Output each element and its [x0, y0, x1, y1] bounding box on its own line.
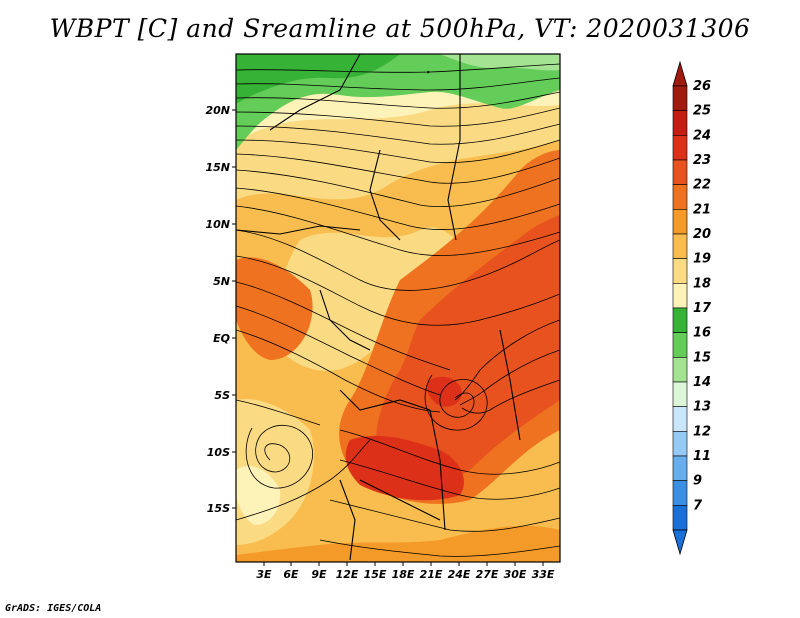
- lat-label-10n: 10N: [205, 218, 230, 231]
- country-borders: [236, 54, 521, 561]
- colorbar-label: 19: [693, 252, 711, 267]
- lon-axis: 3E 6E 9E 12E 15E 18E 21E 24E 27E 30E 33E: [256, 562, 555, 581]
- colorbar-swatch: [672, 258, 688, 284]
- colorbar-label: 7: [693, 498, 703, 513]
- colorbar-label: 20: [693, 227, 711, 242]
- colorbar-swatch: [672, 480, 688, 506]
- streamlines: [236, 63, 560, 557]
- colorbar: 26 25 24 23 22 21 20 19 18 17 16 15 14 13 12 11 9 7: [672, 60, 712, 556]
- colorbar-swatch: [672, 455, 688, 481]
- lon-label-3e: 3E: [256, 568, 272, 581]
- colorbar-swatch: [672, 381, 688, 407]
- colorbar-label: 24: [693, 128, 711, 143]
- lat-axis: 20N 15N 10N 5N EQ 5S 10S 15S: [205, 104, 236, 515]
- colorbar-swatch: [672, 505, 688, 531]
- lon-label-6e: 6E: [283, 568, 299, 581]
- colorbar-swatch: [672, 406, 688, 432]
- colorbar-swatch: [672, 332, 688, 358]
- lon-label-27e: 27E: [476, 568, 499, 581]
- lon-label-21e: 21E: [420, 568, 443, 581]
- lat-label-5n: 5N: [213, 275, 230, 288]
- colorbar-swatch: [672, 110, 688, 136]
- colorbar-label: 25: [693, 104, 711, 119]
- colorbar-swatch: [672, 184, 688, 210]
- lon-label-9e: 9E: [311, 568, 327, 581]
- lon-label-12e: 12E: [336, 568, 359, 581]
- colorbar-label: 18: [693, 276, 711, 291]
- lat-label-15n: 15N: [205, 161, 230, 174]
- colorbar-swatch: [672, 431, 688, 457]
- colorbar-label: 17: [693, 301, 712, 316]
- colorbar-label: 26: [693, 79, 711, 94]
- colorbar-swatch: [672, 233, 688, 259]
- temperature-field: [236, 54, 560, 562]
- colorbar-swatch: [672, 159, 688, 185]
- colorbar-top-arrow: [672, 60, 688, 87]
- colorbar-swatch: [672, 357, 688, 383]
- colorbar-swatch: [672, 209, 688, 235]
- colorbar-label: 12: [693, 424, 711, 439]
- lat-label-5s: 5S: [214, 389, 230, 402]
- colorbar-swatch: [672, 283, 688, 309]
- colorbar-bottom-arrow: [672, 529, 688, 556]
- lon-label-30e: 30E: [504, 568, 527, 581]
- lat-label-20n: 20N: [205, 104, 230, 117]
- chart-title: WBPT [C] and Sreamline at 500hPa, VT: 20…: [49, 14, 751, 43]
- lat-label-eq: EQ: [213, 332, 230, 345]
- lon-label-24e: 24E: [448, 568, 471, 581]
- colorbar-label: 11: [693, 449, 711, 464]
- lon-label-18e: 18E: [392, 568, 415, 581]
- colorbar-label: 16: [693, 326, 711, 341]
- lon-label-15e: 15E: [364, 568, 387, 581]
- colorbar-swatch: [672, 307, 688, 333]
- colorbar-label: 14: [693, 375, 711, 390]
- colorbar-label: 23: [693, 153, 711, 168]
- colorbar-swatch: [672, 135, 688, 161]
- colorbar-label: 22: [693, 178, 711, 193]
- lon-label-33e: 33E: [532, 568, 555, 581]
- colorbar-label: 15: [693, 350, 711, 365]
- map-frame: [235, 53, 561, 563]
- colorbar-label: 21: [693, 202, 711, 217]
- colorbar-label: 13: [693, 400, 711, 415]
- lat-label-15s: 15S: [207, 502, 230, 515]
- colorbar-swatch: [672, 85, 688, 111]
- lat-label-10s: 10S: [207, 446, 230, 459]
- colorbar-label: 9: [693, 474, 702, 489]
- grads-credit: GrADS: IGES/COLA: [5, 603, 102, 614]
